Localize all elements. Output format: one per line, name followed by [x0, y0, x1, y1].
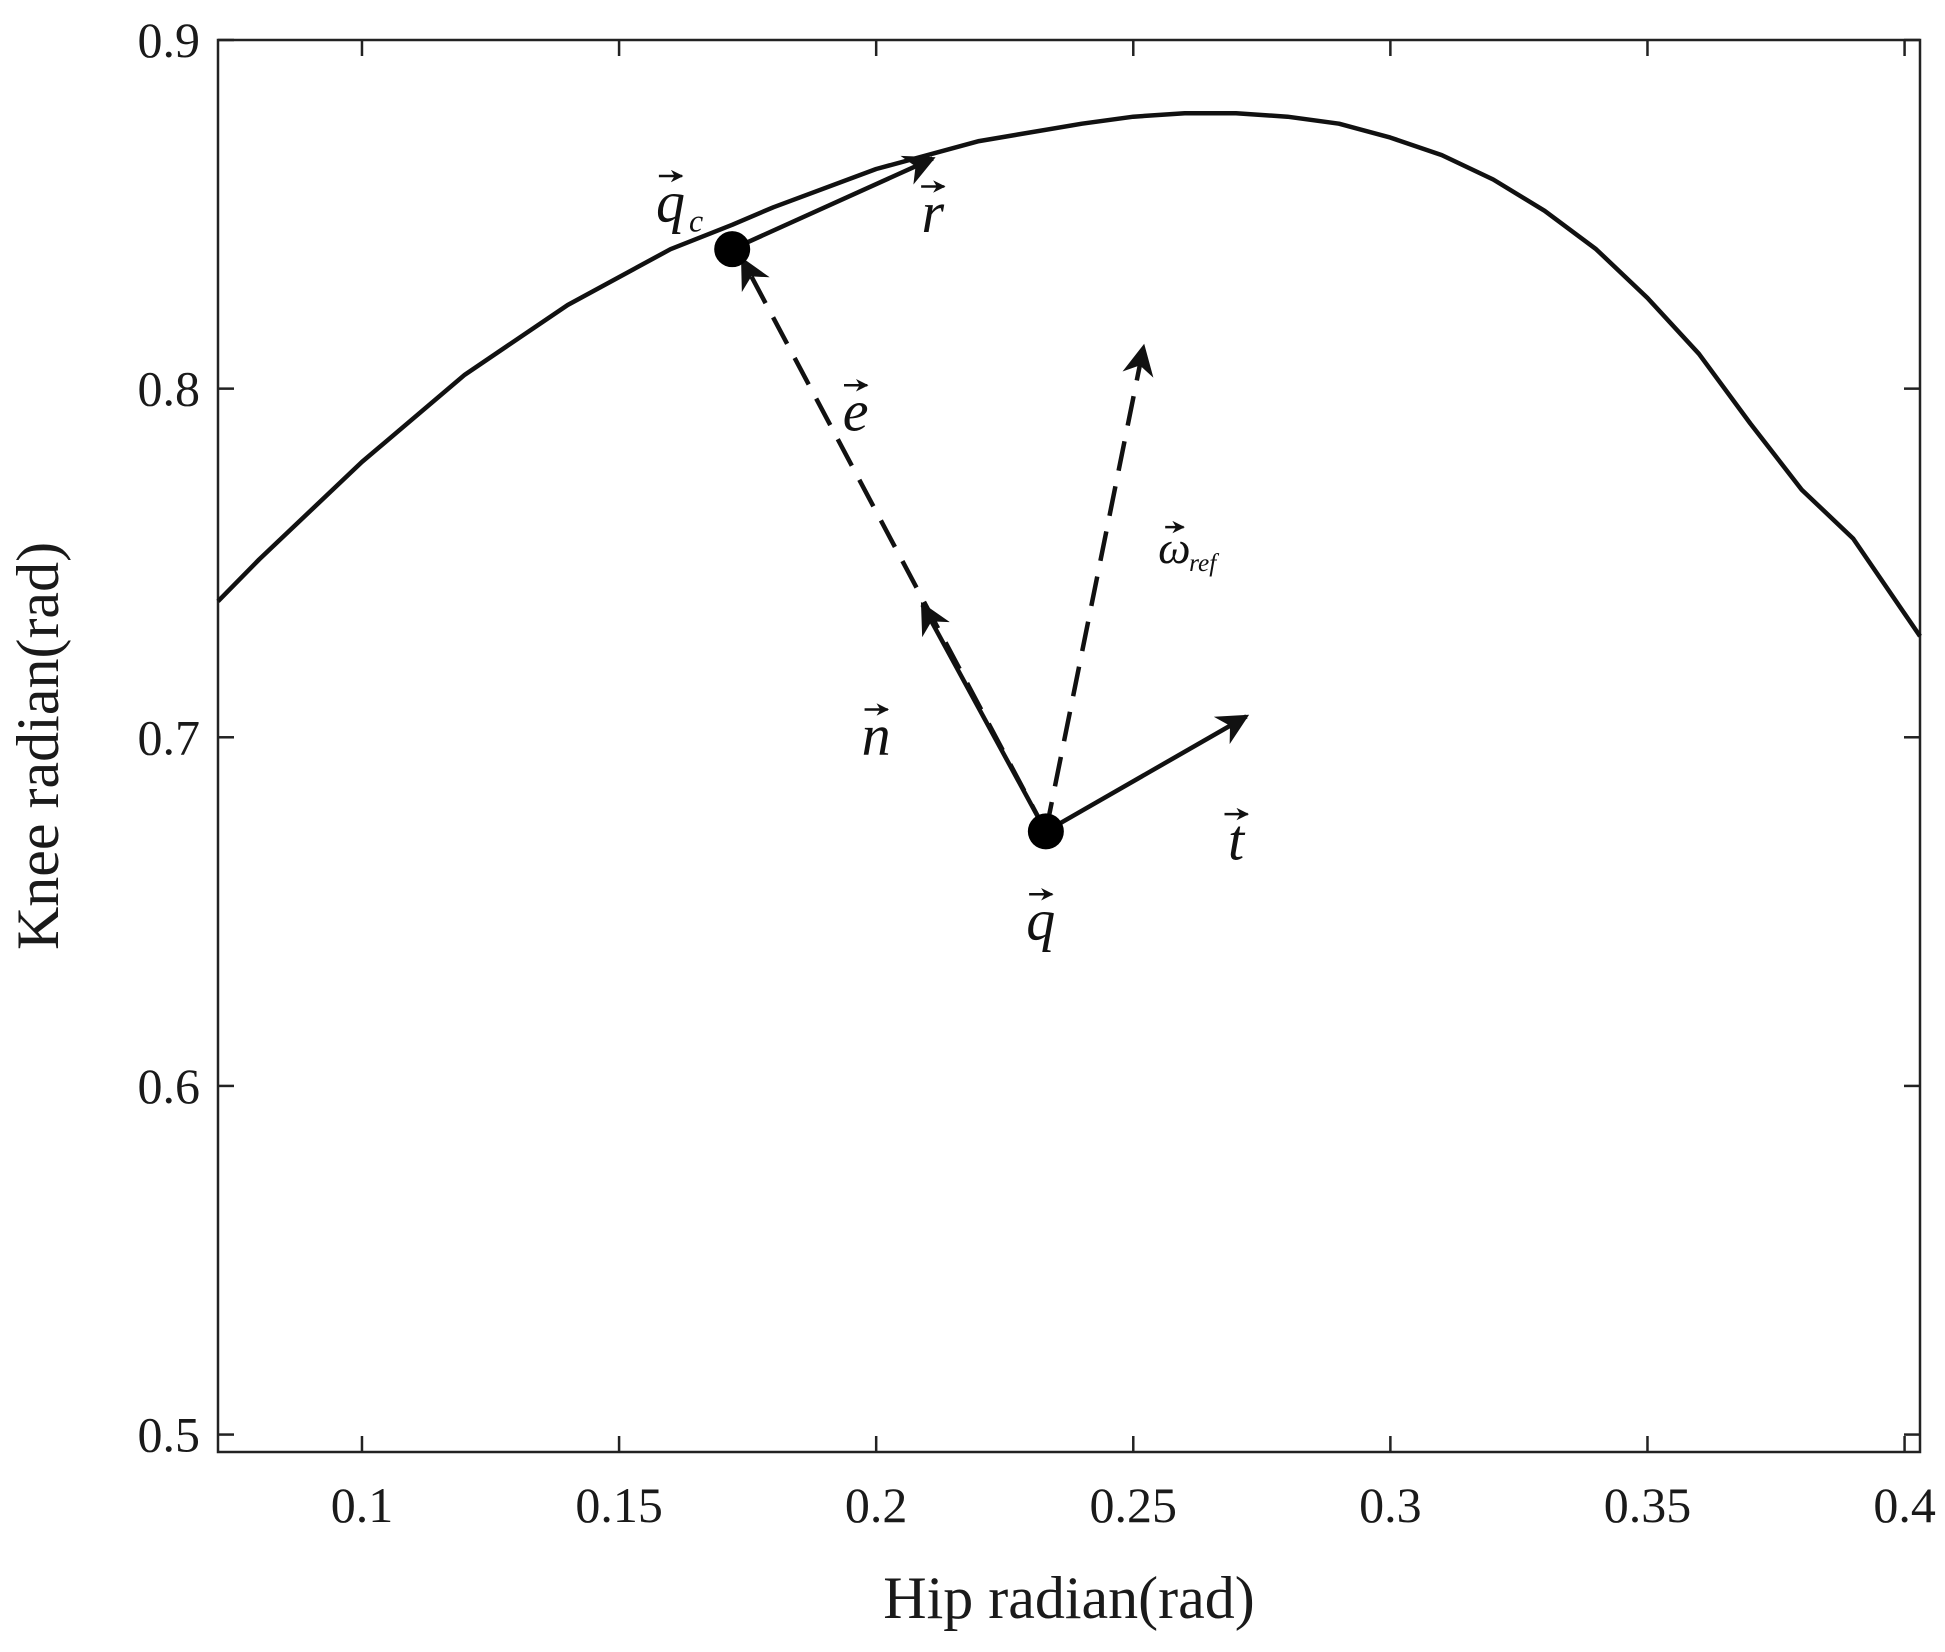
vector-label-q: q — [1026, 887, 1055, 952]
vector-label-letter: n — [862, 703, 891, 768]
plot-area — [216, 38, 1922, 1454]
vector-label-subscript: ref — [1189, 549, 1219, 577]
vector-r — [731, 155, 936, 252]
y-tick-label: 0.8 — [138, 361, 201, 417]
axes-frame — [216, 38, 1922, 1454]
vector-label-e: e — [843, 378, 869, 443]
vector-label-letter: ω — [1158, 522, 1190, 573]
axis-ticks: 0.1 0.15 0.2 0.25 0.3 0.35 0.4 0.5 0.6 0.7 0.8 0.9 — [138, 12, 1936, 1533]
trajectory-curve — [216, 110, 1922, 638]
y-tick-label: 0.5 — [138, 1407, 201, 1463]
vector-label-t: t — [1224, 807, 1249, 872]
vector-label-letter: t — [1228, 807, 1246, 872]
x-tick-label: 0.3 — [1359, 1477, 1422, 1533]
point-qc — [714, 231, 751, 268]
chart-marks — [216, 110, 1922, 850]
vector-t — [1044, 714, 1250, 834]
vector-label-letter: q — [1026, 887, 1055, 952]
x-tick-label: 0.2 — [845, 1477, 908, 1533]
x-tick-label: 0.1 — [331, 1477, 394, 1533]
x-tick-label: 0.35 — [1604, 1477, 1692, 1533]
vector-label-letter: q — [656, 169, 685, 234]
point-q — [1027, 813, 1064, 850]
x-tick-label: 0.25 — [1090, 1477, 1178, 1533]
y-tick-label: 0.9 — [138, 12, 201, 68]
x-tick-label: 0.15 — [575, 1477, 663, 1533]
vector-omega-ref — [1043, 343, 1154, 832]
vector-label-r: r — [921, 180, 946, 245]
vector-label-n: n — [862, 703, 891, 768]
x-axis-title: Hip radian(rad) — [883, 1565, 1254, 1631]
vector-n — [920, 602, 1048, 833]
x-tick-label: 0.4 — [1873, 1477, 1936, 1533]
vector-label-letter: r — [921, 180, 944, 245]
y-axis-title: Knee radian(rad) — [5, 542, 71, 950]
y-tick-label: 0.7 — [138, 709, 201, 765]
chart-labels: Hip radian(rad)Knee radian(rad)q c reωrefn… — [5, 169, 1255, 1631]
vector-label-letter: e — [843, 378, 869, 443]
vector-label-subscript: c — [689, 204, 703, 239]
y-tick-label: 0.6 — [138, 1058, 201, 1114]
